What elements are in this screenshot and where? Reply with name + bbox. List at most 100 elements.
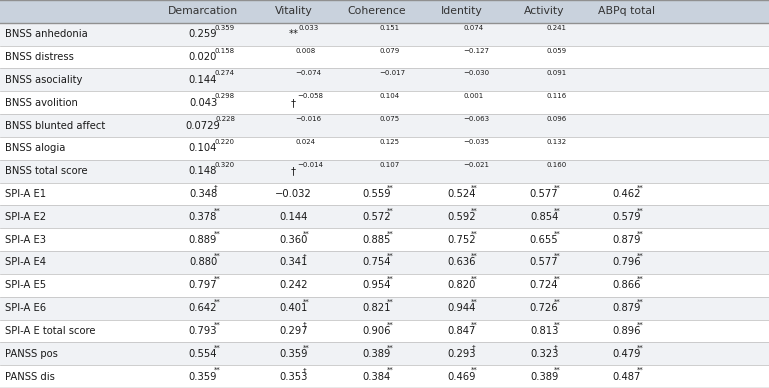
Text: Identity: Identity xyxy=(441,7,482,16)
Text: 0.469: 0.469 xyxy=(447,372,476,381)
Text: 0.885: 0.885 xyxy=(363,235,391,245)
Text: 0.360: 0.360 xyxy=(279,235,308,245)
Text: SPI-A E total score: SPI-A E total score xyxy=(5,326,95,336)
Text: 0.559: 0.559 xyxy=(362,189,391,199)
Text: SPI-A E6: SPI-A E6 xyxy=(5,303,45,313)
Text: †: † xyxy=(303,367,307,373)
Text: **: ** xyxy=(215,208,221,213)
Text: ABPq total: ABPq total xyxy=(598,7,655,16)
Text: 0.866: 0.866 xyxy=(612,280,641,290)
Text: 0.323: 0.323 xyxy=(530,349,558,359)
Text: 0.116: 0.116 xyxy=(546,94,567,99)
Text: −0.014: −0.014 xyxy=(297,162,323,168)
Text: SPI-A E2: SPI-A E2 xyxy=(5,212,45,222)
Text: **: ** xyxy=(387,276,394,282)
Text: 0.043: 0.043 xyxy=(189,98,217,108)
Text: −0.032: −0.032 xyxy=(275,189,311,199)
Bar xyxy=(0,183,769,205)
Text: 0.879: 0.879 xyxy=(612,235,641,245)
Text: 0.636: 0.636 xyxy=(447,258,476,267)
Text: −0.021: −0.021 xyxy=(464,162,490,168)
Text: 0.059: 0.059 xyxy=(546,48,567,54)
Text: **: ** xyxy=(637,276,644,282)
Text: SPI-A E1: SPI-A E1 xyxy=(5,189,45,199)
Text: −0.016: −0.016 xyxy=(295,116,321,122)
Text: **: ** xyxy=(637,322,644,327)
Bar xyxy=(0,205,769,228)
Text: 0.079: 0.079 xyxy=(379,48,399,54)
Text: **: ** xyxy=(554,299,561,305)
Text: **: ** xyxy=(215,230,221,236)
Text: 0.906: 0.906 xyxy=(362,326,391,336)
Text: **: ** xyxy=(471,185,478,191)
Text: 0.577: 0.577 xyxy=(530,258,558,267)
Text: 0.144: 0.144 xyxy=(189,75,217,85)
Text: 0.752: 0.752 xyxy=(447,235,476,245)
Text: 0.813: 0.813 xyxy=(530,326,558,336)
Text: 0.132: 0.132 xyxy=(546,139,567,145)
Text: 0.096: 0.096 xyxy=(546,116,567,122)
Bar xyxy=(0,251,769,274)
Text: 0.242: 0.242 xyxy=(279,280,308,290)
Text: 0.341: 0.341 xyxy=(279,258,308,267)
Text: 0.754: 0.754 xyxy=(362,258,391,267)
Text: BNSS total score: BNSS total score xyxy=(5,166,87,176)
Text: 0.401: 0.401 xyxy=(279,303,308,313)
Text: **: ** xyxy=(215,322,221,327)
Text: **: ** xyxy=(387,299,394,305)
Bar xyxy=(0,228,769,251)
Text: 0.001: 0.001 xyxy=(464,94,484,99)
Text: BNSS avolition: BNSS avolition xyxy=(5,98,78,108)
Text: −0.030: −0.030 xyxy=(464,71,490,76)
Text: 0.642: 0.642 xyxy=(188,303,218,313)
Text: 0.847: 0.847 xyxy=(448,326,475,336)
Text: 0.487: 0.487 xyxy=(613,372,641,381)
Text: **: ** xyxy=(637,185,644,191)
Text: 0.359: 0.359 xyxy=(215,25,235,31)
Text: 0.348: 0.348 xyxy=(189,189,217,199)
Text: 0.148: 0.148 xyxy=(189,166,217,176)
Text: 0.384: 0.384 xyxy=(363,372,391,381)
Text: 0.797: 0.797 xyxy=(188,280,218,290)
Text: −0.017: −0.017 xyxy=(379,71,405,76)
Text: 0.821: 0.821 xyxy=(362,303,391,313)
Text: †: † xyxy=(303,322,307,327)
Bar xyxy=(0,274,769,297)
Bar xyxy=(0,297,769,320)
Text: **: ** xyxy=(387,345,394,350)
Text: 0.796: 0.796 xyxy=(612,258,641,267)
Text: 0.220: 0.220 xyxy=(215,139,235,145)
Text: **: ** xyxy=(637,299,644,305)
Text: †: † xyxy=(303,253,307,259)
Text: 0.144: 0.144 xyxy=(279,212,308,222)
Text: 0.353: 0.353 xyxy=(279,372,308,381)
Text: 0.259: 0.259 xyxy=(188,29,218,39)
Text: **: ** xyxy=(637,253,644,259)
Text: **: ** xyxy=(387,322,394,327)
Bar xyxy=(0,68,769,91)
Text: 0.024: 0.024 xyxy=(295,139,316,145)
Text: 0.228: 0.228 xyxy=(216,116,236,122)
Text: **: ** xyxy=(387,253,394,259)
Text: 0.107: 0.107 xyxy=(379,162,399,168)
Bar xyxy=(0,320,769,342)
Text: **: ** xyxy=(554,276,561,282)
Text: **: ** xyxy=(215,299,221,305)
Text: 0.655: 0.655 xyxy=(530,235,558,245)
Text: **: ** xyxy=(554,185,561,191)
Text: Coherence: Coherence xyxy=(348,7,406,16)
Text: **: ** xyxy=(471,322,478,327)
Text: **: ** xyxy=(471,230,478,236)
Text: 0.075: 0.075 xyxy=(379,116,399,122)
Text: †: † xyxy=(215,185,218,191)
Text: PANSS pos: PANSS pos xyxy=(5,349,58,359)
Text: 0.378: 0.378 xyxy=(189,212,217,222)
Text: −0.127: −0.127 xyxy=(464,48,490,54)
Text: **: ** xyxy=(215,276,221,282)
Text: 0.793: 0.793 xyxy=(188,326,218,336)
Bar xyxy=(0,0,769,23)
Text: SPI-A E3: SPI-A E3 xyxy=(5,235,45,245)
Text: **: ** xyxy=(471,367,478,373)
Text: 0.462: 0.462 xyxy=(612,189,641,199)
Text: 0.033: 0.033 xyxy=(298,25,319,31)
